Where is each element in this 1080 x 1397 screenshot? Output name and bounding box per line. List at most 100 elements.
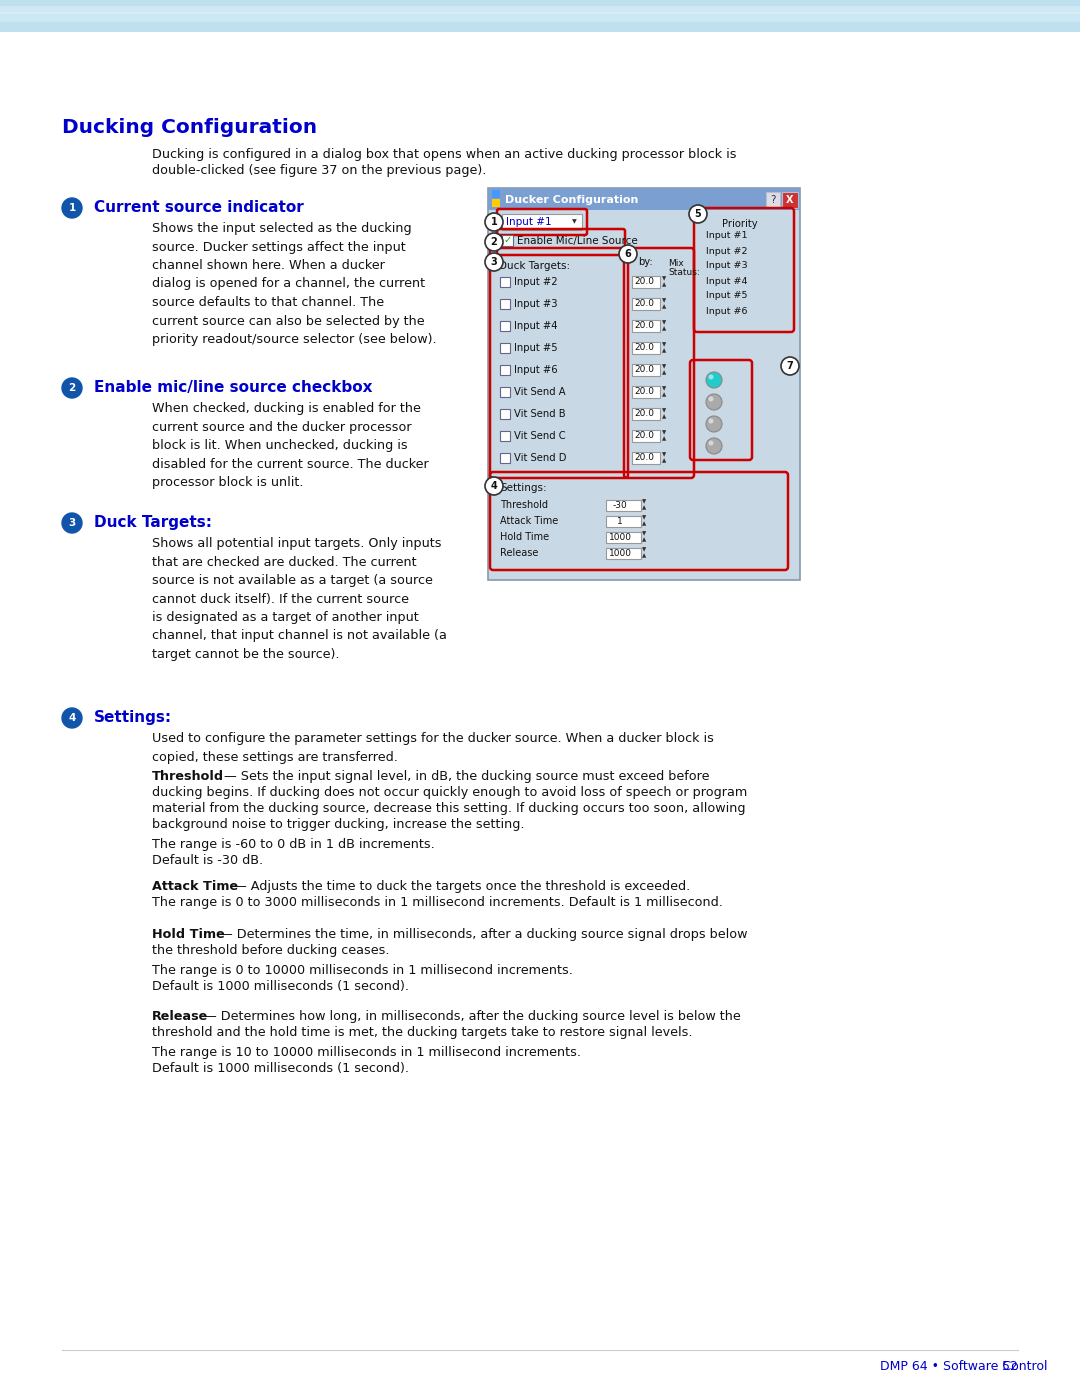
Text: ▼: ▼ [642, 548, 646, 552]
Text: Duck Targets:: Duck Targets: [499, 261, 570, 271]
Circle shape [62, 708, 82, 728]
Text: 20.0: 20.0 [634, 409, 654, 419]
Text: ▲: ▲ [642, 538, 646, 542]
Bar [500, 432, 510, 441]
Text: -30: -30 [612, 502, 627, 510]
Text: ▲: ▲ [662, 348, 666, 353]
Circle shape [781, 358, 799, 374]
Text: 7: 7 [786, 360, 794, 372]
Circle shape [485, 233, 503, 251]
Text: Enable Mic/Line Source: Enable Mic/Line Source [517, 236, 638, 246]
Text: Mix: Mix [669, 258, 684, 268]
Bar [500, 299, 510, 309]
Bar [632, 342, 660, 353]
Text: ▲: ▲ [642, 553, 646, 559]
Text: — Sets the input signal level, in dB, the ducking source must exceed before: — Sets the input signal level, in dB, th… [224, 770, 710, 782]
Text: Vit Send D: Vit Send D [514, 453, 567, 462]
Text: Input #6: Input #6 [706, 306, 747, 316]
Bar [632, 298, 660, 310]
Text: 20.0: 20.0 [634, 454, 654, 462]
Text: The range is 0 to 3000 milliseconds in 1 millisecond increments. Default is 1 mi: The range is 0 to 3000 milliseconds in 1… [152, 895, 723, 909]
Text: by:: by: [638, 257, 652, 267]
Text: ▼: ▼ [662, 408, 666, 414]
Bar [606, 500, 642, 511]
Bar [632, 365, 660, 376]
Text: Input #5: Input #5 [514, 344, 557, 353]
Text: ▼: ▼ [662, 430, 666, 436]
Bar [632, 453, 660, 464]
Text: 20.0: 20.0 [634, 321, 654, 331]
Text: Ducking Configuration: Ducking Configuration [62, 117, 318, 137]
Circle shape [62, 198, 82, 218]
Bar [766, 191, 780, 208]
Bar [606, 548, 642, 559]
Text: Shows all potential input targets. Only inputs
that are checked are ducked. The : Shows all potential input targets. Only … [152, 536, 447, 661]
Text: 20.0: 20.0 [634, 344, 654, 352]
Text: Priority: Priority [723, 219, 758, 229]
Text: 20.0: 20.0 [634, 387, 654, 397]
Text: 52: 52 [1002, 1361, 1018, 1373]
Bar [782, 191, 798, 208]
Text: 20.0: 20.0 [634, 299, 654, 309]
Text: ▲: ▲ [662, 370, 666, 376]
Text: The range is 10 to 10000 milliseconds in 1 millisecond increments.: The range is 10 to 10000 milliseconds in… [152, 1046, 581, 1059]
Text: The range is 0 to 10000 milliseconds in 1 millisecond increments.: The range is 0 to 10000 milliseconds in … [152, 964, 572, 977]
Text: Ducker Configuration: Ducker Configuration [505, 196, 638, 205]
Bar [500, 344, 510, 353]
Text: Shows the input selected as the ducking
source. Ducker settings affect the input: Shows the input selected as the ducking … [152, 222, 436, 346]
Text: ▼: ▼ [662, 453, 666, 457]
Text: When checked, ducking is enabled for the
current source and the ducker processor: When checked, ducking is enabled for the… [152, 402, 429, 489]
Circle shape [689, 205, 707, 224]
Bar [500, 321, 510, 331]
Text: ▼: ▼ [662, 387, 666, 391]
Text: 5: 5 [694, 210, 701, 219]
Text: ▼: ▼ [662, 277, 666, 282]
Bar [632, 430, 660, 441]
Text: 1: 1 [617, 517, 623, 527]
Bar [632, 408, 660, 420]
Text: 1: 1 [490, 217, 498, 226]
Text: Input #4: Input #4 [706, 277, 747, 285]
Text: 20.0: 20.0 [634, 366, 654, 374]
Bar [488, 189, 800, 580]
Bar [500, 277, 510, 286]
Text: Hold Time: Hold Time [152, 928, 225, 942]
Bar [488, 189, 800, 210]
Text: double-clicked (see figure 37 on the previous page).: double-clicked (see figure 37 on the pre… [152, 163, 486, 177]
Circle shape [706, 416, 723, 432]
Text: Threshold: Threshold [152, 770, 225, 782]
Text: Vit Send B: Vit Send B [514, 409, 566, 419]
Text: — Adjusts the time to duck the targets once the threshold is exceeded.: — Adjusts the time to duck the targets o… [234, 880, 690, 893]
Text: 3: 3 [68, 518, 76, 528]
Circle shape [706, 372, 723, 388]
Text: ▲: ▲ [662, 415, 666, 419]
Circle shape [485, 476, 503, 495]
Text: ▼: ▼ [662, 365, 666, 369]
Text: 4: 4 [68, 712, 76, 724]
Text: ▼: ▼ [642, 531, 646, 536]
Text: Used to configure the parameter settings for the ducker source. When a ducker bl: Used to configure the parameter settings… [152, 732, 714, 764]
Circle shape [485, 253, 503, 271]
Text: Release: Release [152, 1010, 208, 1023]
Circle shape [708, 419, 714, 423]
Text: 4: 4 [490, 481, 498, 490]
Text: 2: 2 [68, 383, 76, 393]
Text: The range is -60 to 0 dB in 1 dB increments.: The range is -60 to 0 dB in 1 dB increme… [152, 838, 435, 851]
Text: Attack Time: Attack Time [152, 880, 238, 893]
Text: Input #3: Input #3 [514, 299, 557, 309]
Text: ▲: ▲ [662, 327, 666, 331]
Text: ▼: ▼ [642, 500, 646, 504]
Text: Input #4: Input #4 [514, 321, 557, 331]
Text: Hold Time: Hold Time [500, 532, 549, 542]
Circle shape [708, 440, 714, 446]
Bar [632, 320, 660, 332]
Text: Vit Send A: Vit Send A [514, 387, 566, 397]
Text: — Determines the time, in milliseconds, after a ducking source signal drops belo: — Determines the time, in milliseconds, … [220, 928, 747, 942]
Text: ▲: ▲ [642, 506, 646, 510]
Text: ▲: ▲ [662, 282, 666, 288]
Text: 1000: 1000 [608, 534, 632, 542]
Text: Settings:: Settings: [94, 710, 172, 725]
Text: ▲: ▲ [662, 458, 666, 464]
Text: Input #1: Input #1 [706, 232, 747, 240]
Circle shape [706, 439, 723, 454]
